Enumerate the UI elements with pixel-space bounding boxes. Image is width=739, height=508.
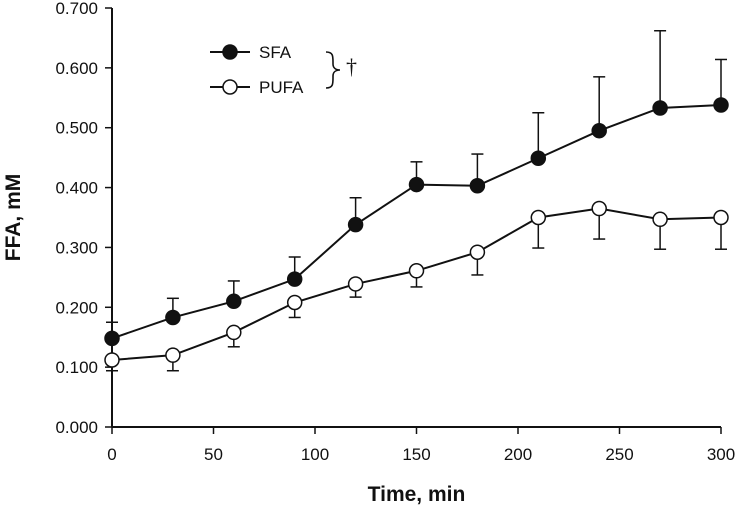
series-pufa [104,200,729,372]
point-pufa [713,209,729,226]
line-sfa [111,103,722,340]
point-pufa [104,352,120,368]
legend-marker-pufa [222,79,238,95]
y-axis-title: FFA, mM [2,174,25,262]
series-sfa [104,29,729,347]
point-sfa [104,330,120,347]
point-sfa [226,293,242,310]
point-pufa [652,211,668,228]
point-sfa [286,271,303,287]
point-sfa [530,150,547,166]
y-tick-label: 0.100 [55,358,98,377]
x-tick-label: 200 [504,445,532,464]
point-pufa [165,347,181,363]
y-tick-label: 0.400 [55,179,98,198]
y-tick-label: 0.300 [55,238,98,257]
point-sfa [591,122,607,139]
point-pufa [591,200,607,217]
y-tick-label: 0.600 [55,59,98,78]
point-pufa [469,244,486,260]
point-sfa [165,309,181,326]
x-tick-label: 100 [301,445,329,464]
legend: SFA PUFA † [210,43,357,97]
y-tick-label: 0.700 [55,0,98,18]
point-pufa [530,209,547,226]
point-sfa [713,97,729,113]
x-axis-title: Time, min [368,483,466,506]
y-tick-label: 0.200 [55,298,98,317]
x-tick-label: 0 [107,445,116,464]
y-tick-label: 0.000 [55,418,98,437]
point-sfa [469,178,486,194]
point-pufa [347,276,364,292]
point-sfa [347,216,364,233]
point-pufa [408,263,425,279]
y-tick-label: 0.500 [55,119,98,138]
x-tick-label: 150 [402,445,430,464]
legend-brace [325,51,341,89]
x-tick-label: 300 [707,445,735,464]
x-tick-label: 50 [204,445,223,464]
point-sfa [652,100,668,116]
legend-marker-sfa [222,44,238,60]
point-pufa [286,294,303,311]
legend-label-pufa: PUFA [259,78,304,97]
point-pufa [226,324,242,341]
significance-dagger: † [346,54,357,79]
series-layer [104,29,729,372]
x-tick-label: 250 [605,445,633,464]
legend-label-sfa: SFA [259,43,292,62]
point-sfa [408,176,425,193]
